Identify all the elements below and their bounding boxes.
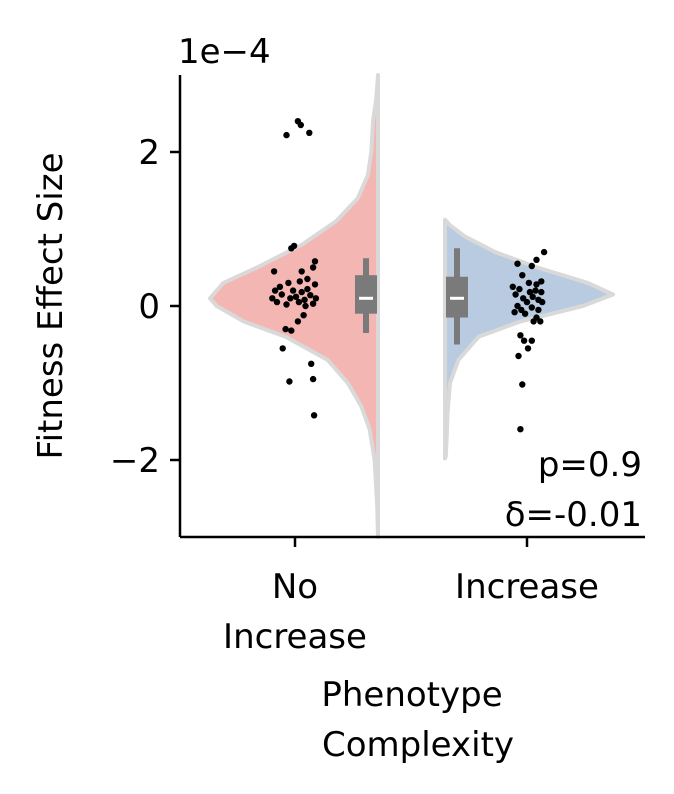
- point-no_increase-17: [292, 293, 300, 300]
- point-no_increase-1: [283, 131, 290, 139]
- violin-increase: [443, 217, 615, 461]
- y-ticks: 2 0 −2: [110, 133, 180, 481]
- point-no_increase-5: [290, 242, 298, 250]
- point-no_increase-13: [278, 291, 285, 298]
- point-increase-32: [528, 337, 535, 344]
- point-increase-31: [515, 352, 522, 360]
- point-increase-23: [511, 309, 518, 316]
- point-increase-30: [524, 345, 532, 352]
- point-increase-5: [525, 279, 533, 287]
- point-increase-20: [521, 310, 529, 317]
- point-no_increase-39: [271, 287, 279, 294]
- point-no_increase-8: [270, 268, 278, 275]
- point-increase-33: [519, 381, 526, 388]
- point-increase-1: [528, 262, 535, 270]
- effect-size-annotation: δ=-0.01: [505, 495, 642, 535]
- x-axis-label-line2: Complexity: [322, 725, 514, 765]
- violins-layer: [208, 73, 615, 539]
- boxes-layer: [355, 248, 468, 345]
- y-tick-label-1: 0: [138, 287, 160, 327]
- point-increase-4: [519, 272, 526, 279]
- point-increase-27: [537, 318, 544, 325]
- point-no_increase-24: [311, 281, 319, 288]
- point-no_increase-32: [294, 318, 302, 325]
- x-tick-label-increase-0: Increase: [455, 567, 599, 607]
- point-no_increase-14: [283, 301, 290, 308]
- point-no_increase-11: [269, 295, 276, 302]
- point-increase-26: [530, 318, 537, 325]
- point-no_increase-31: [288, 327, 295, 334]
- point-no_increase-30: [282, 325, 289, 333]
- point-no_increase-12: [273, 298, 281, 306]
- x-tick-label-no_increase-1: Increase: [223, 617, 367, 657]
- point-no_increase-27: [296, 278, 303, 285]
- point-no_increase-21: [304, 285, 311, 293]
- y-tick-label-2: −2: [110, 441, 160, 481]
- point-increase-24: [539, 298, 546, 306]
- x-ticks: No Increase Increase: [223, 537, 599, 657]
- point-no_increase-34: [279, 345, 286, 352]
- point-no_increase-25: [276, 283, 284, 290]
- point-increase-13: [526, 288, 534, 296]
- point-no_increase-38: [310, 412, 318, 419]
- x-axis-label-line1: Phenotype: [321, 675, 502, 715]
- point-no_increase-37: [309, 375, 317, 383]
- x-tick-label-no_increase-0: No: [272, 567, 318, 607]
- point-no_increase-9: [298, 268, 305, 275]
- point-no_increase-2: [306, 129, 313, 136]
- point-increase-0: [514, 260, 521, 267]
- point-no_increase-33: [300, 312, 307, 319]
- point-increase-7: [538, 278, 545, 285]
- point-increase-6: [533, 281, 540, 288]
- point-increase-8: [509, 283, 516, 290]
- point-increase-15: [532, 287, 539, 294]
- y-offset-label: 1e−4: [178, 32, 271, 72]
- violin-no_increase: [208, 73, 380, 539]
- point-increase-14: [529, 293, 536, 300]
- point-no_increase-29: [312, 295, 320, 302]
- point-no_increase-7: [309, 264, 317, 271]
- point-increase-25: [535, 306, 542, 314]
- point-increase-2: [533, 256, 540, 263]
- points-layer: [269, 118, 548, 433]
- point-increase-9: [512, 291, 519, 298]
- point-increase-29: [520, 337, 528, 344]
- point-no_increase-19: [298, 288, 305, 296]
- point-no_increase-18: [295, 298, 303, 306]
- point-no_increase-28: [302, 302, 309, 310]
- point-no_increase-3: [297, 121, 304, 129]
- y-tick-label-0: 2: [138, 133, 160, 173]
- point-no_increase-16: [289, 287, 297, 294]
- point-increase-10: [516, 285, 523, 293]
- point-no_increase-22: [307, 292, 314, 299]
- point-no_increase-6: [311, 258, 319, 265]
- point-no_increase-36: [286, 378, 293, 385]
- y-axis-label: Fitness Effect Size: [31, 152, 71, 459]
- point-increase-21: [528, 304, 535, 311]
- point-no_increase-15: [287, 295, 294, 302]
- point-no_increase-35: [308, 360, 315, 367]
- point-increase-12: [523, 298, 531, 306]
- point-increase-17: [538, 288, 545, 296]
- point-no_increase-23: [309, 300, 317, 307]
- point-no_increase-20: [301, 296, 308, 303]
- point-no_increase-26: [285, 279, 292, 287]
- point-increase-34: [517, 426, 524, 433]
- box-no_increase: [355, 275, 377, 314]
- point-no_increase-10: [304, 275, 311, 283]
- point-increase-3: [540, 248, 548, 256]
- point-increase-28: [517, 332, 524, 339]
- p-value-annotation: p=0.9: [538, 445, 642, 485]
